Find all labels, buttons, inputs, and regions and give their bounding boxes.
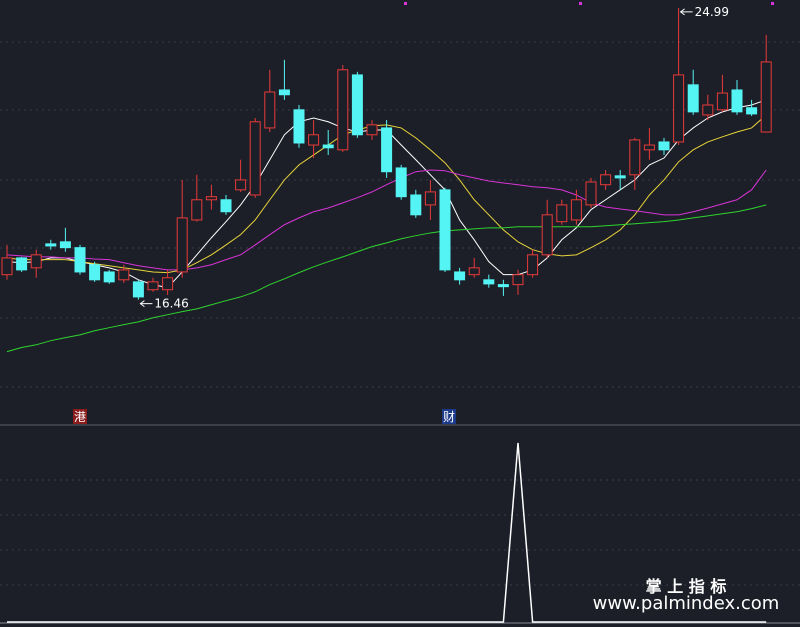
candle-body [351, 74, 363, 136]
candle-body [205, 196, 217, 201]
annotation-label: 16.46 [154, 297, 188, 311]
candle-body [424, 191, 436, 206]
candle-body [760, 61, 772, 133]
ma-line [6, 169, 767, 271]
candle-body [220, 199, 232, 213]
marker-dot [771, 2, 774, 5]
candle-body [570, 199, 582, 221]
candle-body [264, 91, 276, 129]
candle-body [600, 174, 612, 186]
candle-body [322, 144, 334, 149]
candle-body [132, 281, 144, 298]
candle-body [103, 271, 115, 283]
candle-body [249, 121, 261, 196]
candle-body [366, 124, 378, 136]
candle-body [235, 179, 247, 191]
candle-body [585, 181, 597, 206]
marker-dot [579, 2, 582, 5]
candle-body [59, 241, 71, 249]
candle-body [731, 89, 743, 113]
candle-body [527, 254, 539, 276]
candle-body [512, 274, 524, 286]
candle-body [541, 214, 553, 256]
candle-body [614, 175, 626, 179]
candle-body [468, 267, 480, 276]
candle-body [454, 271, 466, 281]
candle-body [716, 92, 728, 111]
candle-body [191, 199, 203, 221]
watermark-title: 掌 上 指 标 [646, 577, 727, 596]
marker-dot [404, 2, 407, 5]
event-badge [442, 409, 456, 424]
candle-body [629, 139, 641, 176]
candle-body [16, 257, 28, 271]
candle-body [556, 204, 568, 223]
grid [0, 41, 800, 586]
candle-body [1, 257, 13, 276]
candle-body [45, 243, 57, 247]
candle-body [658, 141, 670, 151]
candle-body [410, 194, 422, 216]
candle-body [176, 217, 188, 273]
candle-body [483, 279, 495, 285]
annotation-arrowhead [139, 300, 145, 308]
candle-body [293, 109, 305, 144]
candle-body [308, 134, 320, 146]
candle-body [439, 189, 451, 271]
candle-body [746, 107, 758, 115]
ma-line [6, 204, 767, 353]
event-label: 财 [443, 410, 455, 424]
watermark-url: www.palmindex.com [593, 593, 780, 614]
candle-body [702, 104, 714, 116]
candle-body [162, 277, 174, 291]
candle-body [337, 69, 349, 151]
candle-body [497, 284, 509, 288]
annotation-arrowhead [679, 8, 685, 16]
candle-body [74, 247, 86, 273]
candle-body [673, 74, 685, 143]
candle-body [278, 89, 290, 96]
annotation-label: 24.99 [695, 5, 729, 19]
event-label: 港 [74, 410, 86, 424]
candle-body [643, 144, 655, 151]
candle-body [89, 264, 101, 281]
candle-body [118, 269, 130, 281]
event-badge [73, 409, 87, 424]
candle-body [687, 84, 699, 113]
candle-body [147, 281, 159, 291]
candle-body [395, 167, 407, 198]
indicator-line [7, 442, 767, 623]
candle-body [381, 127, 393, 173]
candle-body [30, 254, 42, 269]
